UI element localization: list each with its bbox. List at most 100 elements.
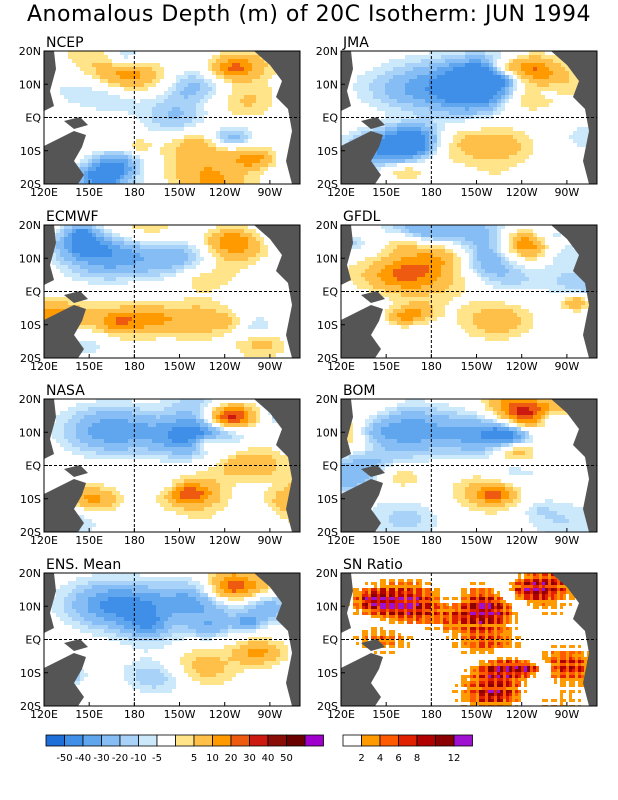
field-cell [72, 411, 76, 415]
field-cell [469, 305, 473, 309]
field-cell [461, 55, 465, 59]
field-cell [409, 147, 413, 151]
field-cell [156, 419, 160, 423]
field-cell [381, 87, 385, 91]
field-cell [176, 309, 180, 313]
field-cell [405, 229, 409, 233]
field-cell [501, 301, 505, 305]
field-cell [453, 277, 457, 281]
field-cell [200, 111, 204, 115]
field-cell [509, 321, 513, 325]
field-cell [104, 241, 108, 245]
field-cell [469, 67, 473, 71]
field-cell [397, 151, 401, 155]
field-cell [120, 407, 124, 411]
field-cell [441, 79, 445, 83]
field-cell [136, 167, 140, 171]
field-cell [196, 415, 200, 419]
field-cell [481, 111, 485, 115]
field-cell [212, 269, 216, 273]
field-cell [533, 91, 537, 95]
field-cell [397, 63, 401, 67]
field-cell [168, 419, 172, 423]
field-cell [136, 163, 140, 167]
field-cell [64, 241, 68, 245]
field-cell [244, 111, 248, 115]
field-cell [164, 403, 168, 407]
field-cell [409, 261, 413, 265]
field-cell [521, 229, 525, 233]
field-cell [437, 293, 441, 297]
field-cell [497, 313, 501, 317]
field-cell [112, 403, 116, 407]
field-cell [120, 75, 124, 79]
field-cell [429, 143, 433, 147]
field-cell [252, 241, 256, 245]
field-cell [136, 301, 140, 305]
field-cell [425, 59, 429, 63]
field-cell [345, 135, 349, 139]
field-cell [501, 317, 505, 321]
field-cell [409, 253, 413, 257]
field-cell [96, 423, 100, 427]
field-cell [116, 83, 120, 87]
field-cell [120, 273, 124, 277]
field-cell [264, 337, 268, 341]
field-cell [425, 249, 429, 253]
field-cell [84, 277, 88, 281]
field-cell [236, 261, 240, 265]
field-cell [96, 167, 100, 171]
field-cell [413, 175, 417, 179]
field-cell [409, 265, 413, 269]
field-cell [425, 245, 429, 249]
field-cell [541, 71, 545, 75]
field-cell [256, 419, 260, 423]
field-cell [369, 79, 373, 83]
field-cell [437, 83, 441, 87]
field-cell [104, 95, 108, 99]
field-cell [116, 163, 120, 167]
field-cell [509, 67, 513, 71]
field-cell [369, 71, 373, 75]
field-cell [529, 233, 533, 237]
field-cell [481, 143, 485, 147]
field-cell [369, 87, 373, 91]
field-cell [385, 99, 389, 103]
field-cell [561, 63, 565, 67]
field-cell [417, 281, 421, 285]
field-cell [128, 313, 132, 317]
field-cell [108, 95, 112, 99]
field-cell [493, 269, 497, 273]
field-cell [132, 277, 136, 281]
field-cell [557, 87, 561, 91]
field-cell [477, 273, 481, 277]
field-cell [437, 313, 441, 317]
field-cell [164, 317, 168, 321]
field-cell [421, 119, 425, 123]
field-cell [417, 103, 421, 107]
field-cell [64, 225, 68, 229]
field-cell [104, 403, 108, 407]
field-cell [228, 321, 232, 325]
field-cell [88, 305, 92, 309]
field-cell [100, 79, 104, 83]
field-cell [156, 277, 160, 281]
field-cell [92, 305, 96, 309]
field-cell [188, 75, 192, 79]
field-cell [100, 403, 104, 407]
field-cell [453, 87, 457, 91]
field-cell [561, 277, 565, 281]
field-cell [513, 269, 517, 273]
field-cell [513, 333, 517, 337]
field-cell [188, 253, 192, 257]
field-cell [84, 167, 88, 171]
field-cell [413, 83, 417, 87]
field-cell [104, 423, 108, 427]
field-cell [116, 63, 120, 67]
field-cell [505, 159, 509, 163]
field-cell [244, 175, 248, 179]
field-cell [104, 317, 108, 321]
field-cell [140, 261, 144, 265]
